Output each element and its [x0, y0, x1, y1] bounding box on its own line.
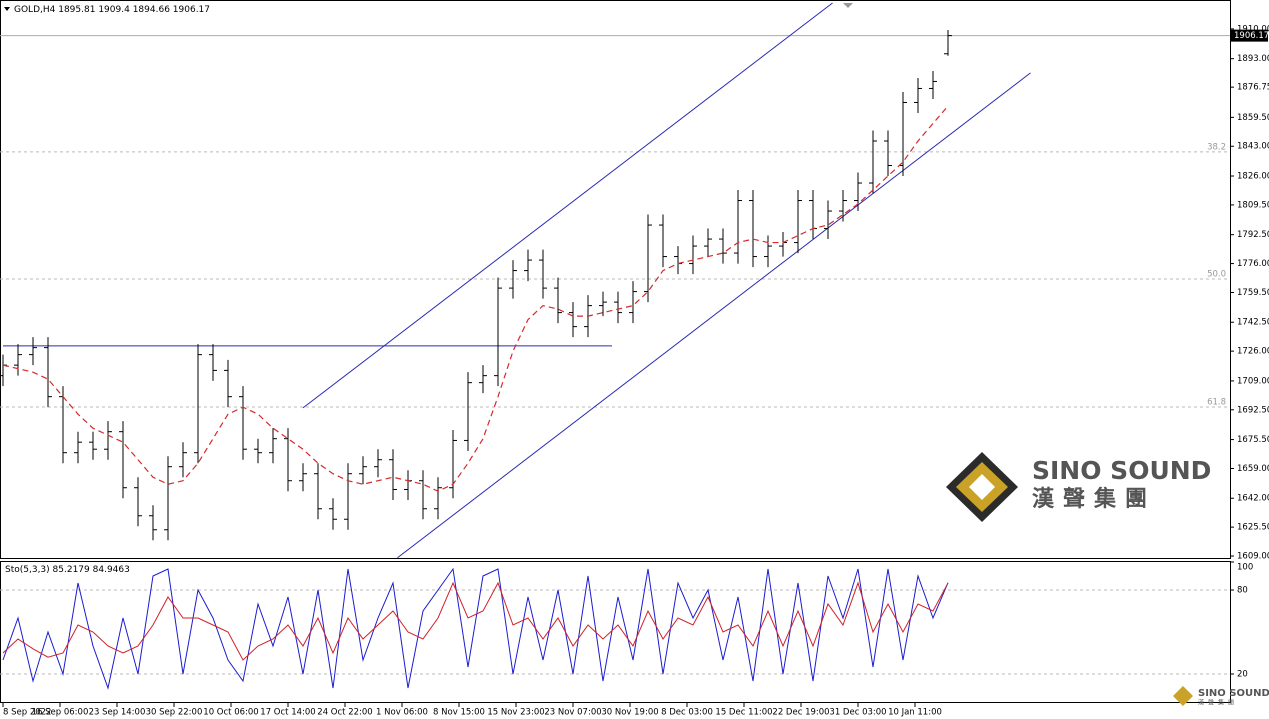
logo: SINO SOUND 漢聲集團 [946, 452, 1211, 522]
stoch-title: Sto(5,3,3) 85.2179 84.9463 [5, 565, 130, 575]
y-tick-label: 1792.50 [1237, 230, 1269, 240]
y-tick-label: 1759.50 [1237, 288, 1269, 298]
fib-label: 50.0 [1207, 269, 1226, 279]
y-tick-label: 80 [1237, 586, 1248, 596]
shift-marker [843, 3, 853, 8]
y-tick-label: 1859.50 [1237, 113, 1269, 123]
logo-text: SINO SOUND [1032, 456, 1211, 485]
y-tick-label: 1826.00 [1237, 172, 1269, 182]
x-tick-label: 16 Sep 06:00 [32, 708, 89, 718]
logo-chinese: 漢聲集團 [1032, 486, 1156, 512]
x-tick-label: 22 Dec 19:00 [772, 708, 829, 718]
logo-small-text: SINO SOUND [1198, 688, 1269, 699]
y-tick-label: 1893.00 [1237, 54, 1269, 64]
y-tick-label: 1776.00 [1237, 259, 1269, 269]
x-tick-label: 30 Nov 19:00 [601, 708, 658, 718]
price-panel [0, 0, 1231, 559]
trendline [397, 72, 1031, 559]
x-tick-label: 24 Oct 22:00 [317, 708, 372, 718]
y-tick-label: 1910.00 [1237, 24, 1269, 34]
fib-label: 38.2 [1207, 142, 1226, 152]
menu-arrow [4, 7, 10, 11]
y-tick-label: 1625.50 [1237, 523, 1269, 533]
x-tick-label: 23 Nov 07:00 [544, 708, 601, 718]
stoch-line [2, 581, 949, 661]
x-tick-label: 31 Dec 03:00 [829, 708, 886, 718]
price-tag-label: 1906.17 [1234, 31, 1269, 41]
trendline [302, 2, 833, 409]
x-tick-label: 10 Oct 06:00 [203, 708, 258, 718]
y-tick-label: 1809.50 [1237, 200, 1269, 210]
y-tick-label: 1659.00 [1237, 464, 1269, 474]
stoch-panel [0, 561, 1231, 703]
x-tick-label: 17 Oct 14:00 [260, 708, 315, 718]
y-tick-label: 1843.00 [1237, 142, 1269, 152]
y-tick-label: 1726.00 [1237, 347, 1269, 357]
price-tag [1231, 29, 1268, 42]
x-tick-label: 8 Nov 15:00 [433, 708, 485, 718]
logo-small-diamond [1173, 686, 1193, 706]
x-tick-label: 23 Sep 14:00 [89, 708, 146, 718]
logo-small-chinese: 漢聲集團 [1198, 699, 1238, 707]
x-tick-label: 15 Nov 23:00 [487, 708, 544, 718]
y-tick-label: 1876.75 [1237, 83, 1269, 93]
logo-diamond-core [969, 474, 995, 500]
logo-small: SINO SOUND 漢聲集團 [1173, 686, 1269, 707]
x-tick-label: 1 Nov 06:00 [376, 708, 428, 718]
y-tick-label: 20 [1237, 670, 1248, 680]
y-tick-label: 1709.00 [1237, 376, 1269, 386]
x-tick-label: 8 Sep 2022 [3, 708, 51, 718]
symbol-title: GOLD,H4 1895.81 1909.4 1894.66 1906.17 [14, 5, 210, 15]
y-tick-label: 1692.50 [1237, 405, 1269, 415]
x-tick-label: 30 Sep 22:00 [146, 708, 203, 718]
x-tick-label: 8 Dec 03:00 [661, 708, 713, 718]
y-tick-label: 1742.50 [1237, 318, 1269, 328]
x-tick-label: 10 Jan 11:00 [888, 708, 942, 718]
y-tick-label: 1609.00 [1237, 552, 1269, 562]
y-tick-label: 1642.00 [1237, 494, 1269, 504]
y-tick-label: 1675.50 [1237, 435, 1269, 445]
y-tick-label: 100 [1237, 563, 1253, 573]
moving-average [2, 105, 949, 492]
bars [0, 29, 952, 541]
x-tick-label: 15 Dec 11:00 [715, 708, 772, 718]
fib-label: 61.8 [1207, 397, 1226, 407]
